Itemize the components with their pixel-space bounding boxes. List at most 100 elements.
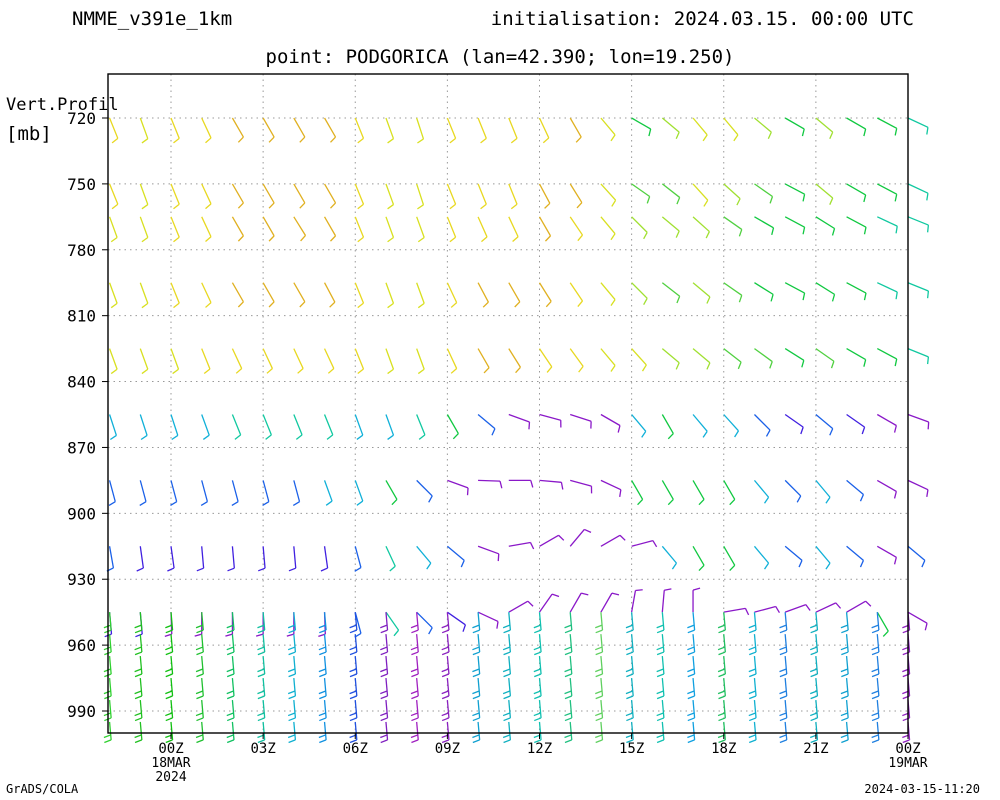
wind-barb	[723, 183, 741, 206]
wind-barb	[625, 721, 634, 744]
y-tick-label: 720	[67, 109, 96, 128]
wind-barb	[876, 413, 897, 433]
wind-barb	[349, 634, 358, 656]
wind-barb	[108, 282, 118, 309]
wind-barb	[472, 634, 481, 656]
wind-barb	[753, 414, 771, 437]
wind-barb	[538, 348, 553, 373]
wind-barb	[815, 348, 835, 369]
wind-barb	[472, 677, 481, 700]
wind-barb	[538, 117, 550, 144]
wind-barb	[201, 183, 212, 210]
wind-barb	[477, 545, 500, 562]
wind-barb	[385, 480, 398, 506]
wind-barb	[262, 216, 275, 242]
footer-timestamp: 2024-03-15-11:20	[864, 782, 980, 796]
wind-barb	[502, 721, 512, 744]
wind-barb	[195, 721, 204, 744]
wind-barb	[257, 656, 266, 678]
wind-barb	[815, 602, 842, 613]
wind-barb	[231, 480, 239, 506]
wind-barb	[748, 677, 757, 700]
wind-barb	[779, 699, 788, 722]
wind-barb	[416, 611, 433, 635]
wind-barb	[661, 348, 680, 370]
wind-barb	[569, 528, 592, 547]
wind-barb	[661, 545, 678, 570]
wind-barb	[692, 183, 709, 207]
wind-barb	[815, 282, 836, 302]
wind-barb	[385, 117, 395, 144]
wind-barbs	[103, 117, 930, 744]
wind-barb	[687, 656, 696, 678]
wind-barb	[201, 348, 211, 374]
wind-barb	[446, 545, 465, 568]
wind-barb	[231, 348, 243, 374]
wind-barb	[447, 479, 469, 496]
wind-barb	[656, 721, 665, 744]
wind-barb	[692, 348, 711, 370]
wind-barb	[661, 183, 681, 205]
wind-barb	[631, 183, 651, 204]
wind-barb	[508, 413, 531, 430]
wind-barb	[196, 546, 205, 572]
wind-barb	[416, 348, 425, 375]
wind-barb	[631, 414, 647, 438]
wind-barb	[287, 699, 297, 722]
wind-barb	[170, 216, 180, 243]
wind-barb	[907, 611, 928, 631]
wind-barb	[385, 216, 395, 243]
wind-barb	[784, 117, 805, 137]
wind-barb	[288, 546, 297, 572]
wind-barb	[170, 414, 179, 441]
wind-barb	[287, 656, 297, 678]
grid	[108, 74, 909, 733]
wind-barb	[538, 183, 551, 209]
wind-barb	[446, 282, 458, 308]
wind-barb	[139, 117, 149, 144]
wind-barb	[687, 677, 696, 700]
wind-barb	[871, 634, 880, 656]
wind-barb	[717, 699, 726, 722]
wind-barb	[784, 282, 806, 301]
wind-barb	[809, 634, 819, 656]
wind-barb	[165, 699, 174, 722]
plot-frame	[107, 73, 909, 734]
wind-barb	[318, 634, 327, 656]
wind-barb	[472, 699, 481, 722]
wind-barb	[779, 677, 788, 700]
wind-barb	[784, 545, 803, 568]
wind-barb	[380, 677, 389, 700]
x-tick-label: 03Z	[250, 741, 275, 757]
wind-barb	[877, 216, 898, 234]
wind-barb	[508, 600, 534, 613]
wind-barb	[349, 721, 358, 744]
wind-barb	[600, 413, 621, 433]
wind-barb	[625, 699, 634, 722]
wind-barb	[508, 183, 518, 210]
wind-barb	[840, 721, 849, 744]
wind-barb	[385, 282, 395, 309]
wind-barb	[231, 282, 244, 308]
wind-barb	[441, 721, 450, 744]
wind-barb	[595, 721, 604, 744]
wind-barb	[840, 634, 849, 656]
wind-barb	[108, 480, 116, 506]
wind-barb	[907, 545, 926, 568]
wind-barb	[692, 282, 711, 304]
x-tick-label: 09Z	[435, 741, 460, 757]
y-tick-label: 900	[67, 504, 96, 523]
wind-barb	[846, 479, 865, 502]
wind-barb	[231, 216, 244, 242]
wind-barb	[846, 216, 867, 235]
wind-barb	[600, 183, 617, 207]
wind-barb	[446, 216, 457, 243]
wind-barb	[564, 634, 573, 656]
wind-barb	[907, 117, 929, 135]
wind-barb	[840, 656, 849, 678]
wind-barb	[779, 721, 788, 744]
wind-barb	[108, 183, 119, 210]
wind-barb	[754, 183, 774, 204]
wind-barb	[446, 414, 459, 440]
wind-barb	[349, 656, 358, 678]
